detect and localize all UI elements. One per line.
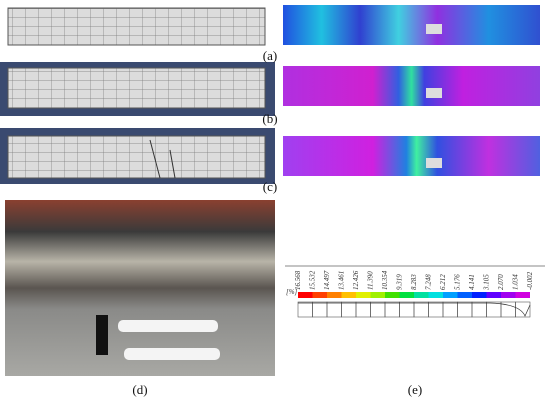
photo-b xyxy=(7,67,266,109)
colorbar-tick-label: 9.319 xyxy=(396,274,404,290)
colorbar-segment xyxy=(312,292,327,298)
colorbar-tick-label: 8.283 xyxy=(410,274,418,290)
colorbar-cell xyxy=(471,301,487,318)
colorbar-cell xyxy=(355,301,371,318)
colorbar-cell xyxy=(297,301,313,318)
heatmap-c xyxy=(283,136,540,176)
colorbar-tick-label: 12.426 xyxy=(352,270,360,290)
colorbar-cell xyxy=(341,301,357,318)
colorbar-cell xyxy=(312,301,328,318)
colorbar-segment xyxy=(327,292,342,298)
colorbar-tick-label: 14.497 xyxy=(323,270,331,290)
photo-a xyxy=(7,7,266,46)
panel-label: (d) xyxy=(132,382,147,397)
colorbar-tick-label: 3.105 xyxy=(483,274,491,291)
gauge xyxy=(118,320,218,332)
colorbar-segment xyxy=(399,292,414,298)
colorbar-segment xyxy=(370,292,385,298)
colorbar-cell xyxy=(457,301,473,318)
colorbar-segment xyxy=(472,292,487,298)
colorbar-tick-label: 5.176 xyxy=(454,274,462,290)
colorbar-cell xyxy=(486,301,502,318)
colorbar-cell xyxy=(428,301,444,318)
colorbar-segment xyxy=(443,292,458,298)
colorbar-tick-label: 6.212 xyxy=(439,274,447,290)
colorbar-segment xyxy=(457,292,472,298)
colorbar-cell xyxy=(515,301,531,318)
colorbar-tick-label: 10.354 xyxy=(381,270,389,290)
sensor-patch xyxy=(426,24,442,34)
colorbar-tick-label: 1.034 xyxy=(512,274,520,290)
panel-label: (e) xyxy=(408,382,422,397)
colorbar-tick-label: 2.070 xyxy=(497,274,505,290)
heatmap-a xyxy=(283,5,540,45)
sensor-patch xyxy=(426,158,442,168)
colorbar-tick-label: 15.532 xyxy=(309,270,317,290)
panel-label: (c) xyxy=(263,179,277,194)
colorbar-tick-label: 7.248 xyxy=(425,274,433,290)
crack xyxy=(149,139,176,179)
photo-c xyxy=(7,135,266,179)
colorbar-tick-label: 11.390 xyxy=(367,271,375,290)
colorbar-cell xyxy=(399,301,415,318)
colorbar-tick-label: 16.568 xyxy=(294,270,302,290)
colorbar-segment xyxy=(428,292,443,298)
colorbar-segment xyxy=(341,292,356,298)
colorbar-segment xyxy=(501,292,516,298)
panel-label: (a) xyxy=(263,48,277,63)
sensor-patch xyxy=(426,88,442,98)
colorbar-segment xyxy=(385,292,400,298)
colorbar-tick-label: 4.141 xyxy=(468,274,476,290)
colorbar-cell xyxy=(442,301,458,318)
colorbar-tick-label: -0.002 xyxy=(526,271,534,290)
colorbar-cell xyxy=(326,301,342,318)
colorbar-segment xyxy=(356,292,371,298)
colorbar-segment xyxy=(414,292,429,298)
gauge xyxy=(124,348,220,360)
curve xyxy=(298,302,531,317)
colorbar-cell xyxy=(384,301,400,318)
colorbar: [%]16.568 15.532 14.497 13.461 12.426 11.390 1… xyxy=(286,270,534,318)
colorbar-cell xyxy=(370,301,386,318)
panel-label: (b) xyxy=(262,111,277,126)
colorbar-segment xyxy=(515,292,530,298)
colorbar-unit: [%] xyxy=(286,288,298,296)
colorbar-tick-label: 13.461 xyxy=(338,271,346,290)
colorbar-segment xyxy=(486,292,501,298)
wire xyxy=(96,315,108,355)
photo-d xyxy=(5,200,275,376)
colorbar-segment xyxy=(298,292,313,298)
heatmap-b xyxy=(283,66,540,106)
colorbar-cell xyxy=(413,301,429,318)
